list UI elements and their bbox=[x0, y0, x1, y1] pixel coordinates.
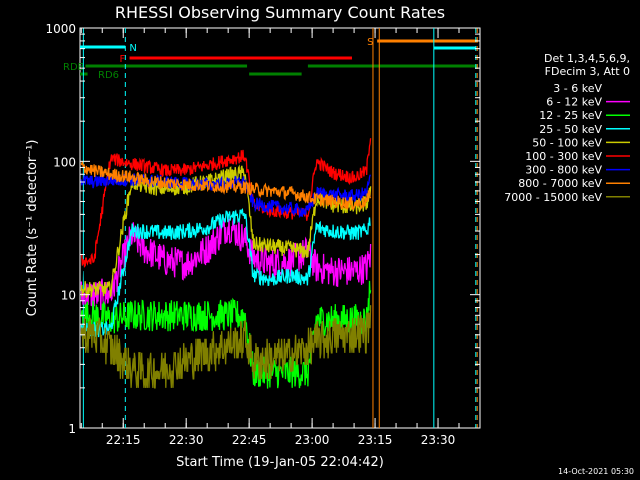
y-tick-label: 100 bbox=[53, 155, 76, 169]
legend-entry-label: 7000 - 15000 keV bbox=[504, 191, 602, 204]
series-line bbox=[80, 161, 372, 211]
legend: Det 1,3,4,5,6,9,FDecim 3, Att 0 3 - 6 keV… bbox=[504, 52, 630, 204]
legend-entry-label: 50 - 100 keV bbox=[532, 136, 602, 149]
legend-entry-label: 25 - 50 keV bbox=[539, 123, 602, 136]
footer-date: 14-Oct-2021 05:30 bbox=[558, 467, 634, 476]
series-line bbox=[80, 208, 371, 338]
annotation-label: RD6 bbox=[98, 70, 119, 81]
x-tick-label: 22:15 bbox=[106, 433, 141, 447]
plot-frame bbox=[79, 27, 481, 429]
x-tick-label: 22:30 bbox=[169, 433, 204, 447]
legend-header: FDecim 3, Att 0 bbox=[545, 65, 630, 78]
chart-title: RHESSI Observing Summary Count Rates bbox=[115, 3, 445, 22]
legend-entry-label: 12 - 25 keV bbox=[539, 109, 602, 122]
series-line bbox=[80, 138, 372, 268]
x-tick-label: 23:30 bbox=[421, 433, 456, 447]
series-layer bbox=[80, 138, 372, 389]
series-line bbox=[80, 217, 372, 311]
x-tick-label: 23:00 bbox=[295, 433, 330, 447]
legend-entry-label: 6 - 12 keV bbox=[546, 96, 602, 109]
legend-header: Det 1,3,4,5,6,9, bbox=[544, 52, 630, 65]
series-line bbox=[80, 305, 372, 389]
annotation-label: N bbox=[129, 43, 136, 54]
series-line bbox=[80, 280, 372, 389]
y-tick-label: 1000 bbox=[45, 22, 76, 36]
annotation-label: S bbox=[367, 37, 373, 48]
legend-entry-label: 3 - 6 keV bbox=[553, 82, 602, 95]
series-line bbox=[80, 164, 372, 299]
annotation-label: F bbox=[120, 54, 126, 65]
series-line bbox=[80, 183, 372, 287]
x-tick-label: 22:45 bbox=[232, 433, 267, 447]
legend-entry-label: 100 - 300 keV bbox=[525, 150, 602, 163]
legend-entry-label: 300 - 800 keV bbox=[525, 164, 602, 177]
axis-layer: 1 10 100 1000 22:15 22:30 22:45 23:00 23:15 23:30 bbox=[45, 22, 480, 447]
y-tick-label: 10 bbox=[61, 289, 76, 303]
y-axis-label: Count Rate (s⁻¹ detector⁻¹) bbox=[25, 140, 40, 317]
annotation-label: RDB bbox=[63, 62, 85, 73]
y-tick-label: 1 bbox=[68, 422, 76, 436]
legend-entry-label: 800 - 7000 keV bbox=[518, 177, 602, 190]
vertical-line-layer bbox=[82, 28, 478, 428]
annotation-layer: NF S RDB RD6 bbox=[63, 37, 478, 81]
x-tick-label: 23:15 bbox=[358, 433, 393, 447]
x-axis-label: Start Time (19-Jan-05 22:04:42) bbox=[176, 455, 384, 470]
